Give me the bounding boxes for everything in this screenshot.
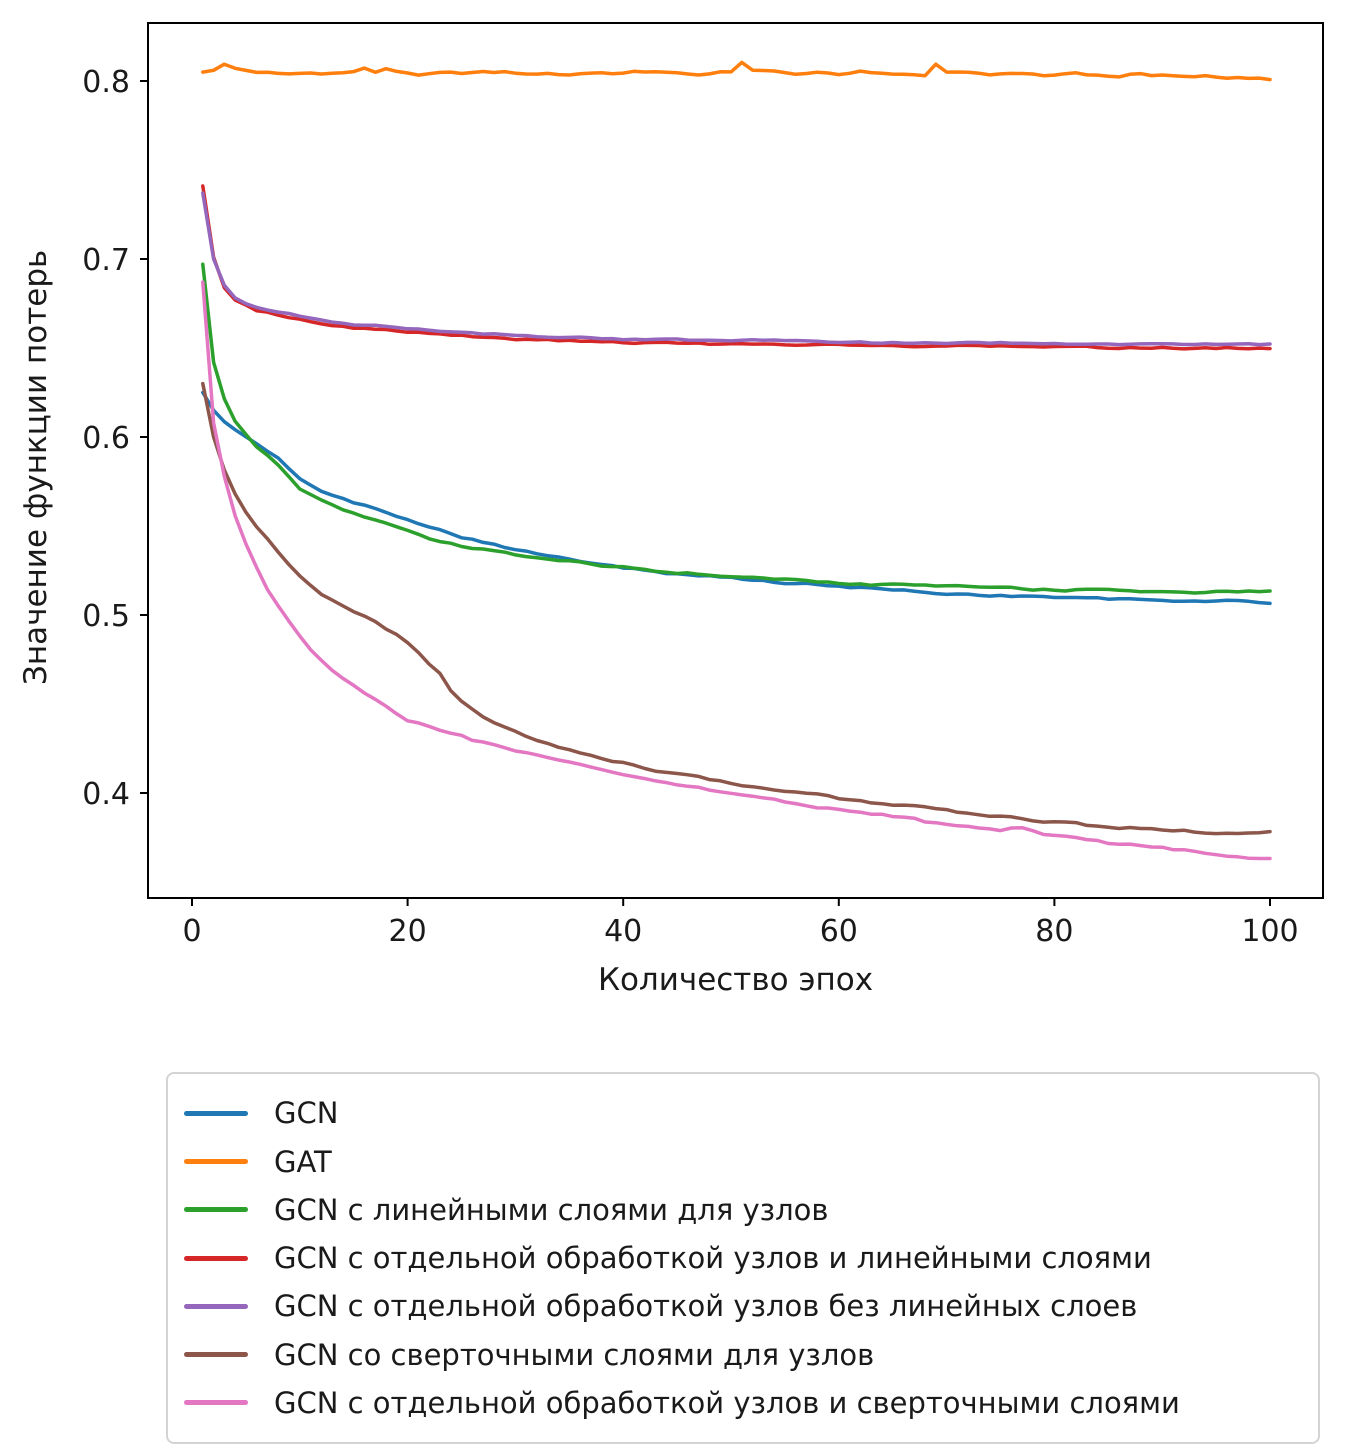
legend-label: GCN с отдельной обработкой узлов и сверт…	[274, 1385, 1180, 1420]
legend-swatch-gcn-separate-conv	[184, 1400, 248, 1406]
legend-swatch-gcn	[184, 1110, 248, 1116]
legend-label: GCN с отдельной обработкой узлов без лин…	[274, 1289, 1138, 1324]
legend-swatch-gat	[184, 1159, 248, 1164]
series-line-0	[201, 390, 1272, 606]
legend-item: GCN со сверточными слоями для узлов	[168, 1338, 1318, 1372]
y-axis-label: Значение функции потерь	[18, 249, 54, 686]
series-line-3	[201, 184, 1272, 351]
y-tick-label: 0.7	[82, 243, 130, 278]
y-tick-label: 0.6	[82, 421, 130, 456]
legend-swatch-gcn-linear-nodes	[184, 1207, 248, 1213]
series-line-4	[201, 191, 1272, 347]
legend-item: GCN	[168, 1096, 1318, 1130]
legend-label: GCN с линейными слоями для узлов	[274, 1192, 829, 1227]
legend-item: GCN с отдельной обработкой узлов и сверт…	[168, 1386, 1318, 1420]
y-tick-label: 0.5	[82, 599, 130, 634]
x-axis-label: Количество эпох	[597, 962, 874, 998]
legend-label: GCN с отдельной обработкой узлов и линей…	[274, 1241, 1152, 1275]
legend-item: GAT	[168, 1145, 1318, 1179]
chart-legend: GCN GAT GCN с линейными слоями для узлов…	[166, 1072, 1320, 1444]
series-line-5	[201, 381, 1272, 836]
legend-label: GAT	[274, 1144, 332, 1179]
legend-swatch-gcn-conv-nodes	[184, 1352, 248, 1357]
x-tick-label: 0	[182, 914, 201, 949]
series-line-1	[201, 60, 1272, 82]
loss-chart: 0.4 0.5 0.6 0.7 0.8 0 20 40 60 80 100	[82, 22, 1324, 949]
x-tick-label: 40	[604, 914, 642, 949]
series-line-6	[201, 280, 1272, 861]
legend-swatch-gcn-separate-nolinear	[184, 1303, 248, 1309]
x-tick-label: 20	[389, 914, 427, 949]
x-tick-label: 60	[820, 914, 858, 949]
y-tick-label: 0.8	[82, 65, 130, 100]
legend-swatch-gcn-separate-linear	[184, 1255, 248, 1261]
legend-label: GCN	[274, 1096, 339, 1131]
y-tick-label: 0.4	[82, 777, 130, 812]
legend-item: GCN с линейными слоями для узлов	[168, 1193, 1318, 1227]
legend-item: GCN с отдельной обработкой узлов без лин…	[168, 1289, 1318, 1323]
plot-border	[147, 22, 1324, 899]
x-tick-label: 100	[1241, 914, 1298, 949]
x-tick-label: 80	[1035, 914, 1073, 949]
legend-label: GCN со сверточными слоями для узлов	[274, 1337, 875, 1372]
legend-item: GCN с отдельной обработкой узлов и линей…	[168, 1241, 1318, 1275]
series-line-2	[201, 262, 1272, 595]
